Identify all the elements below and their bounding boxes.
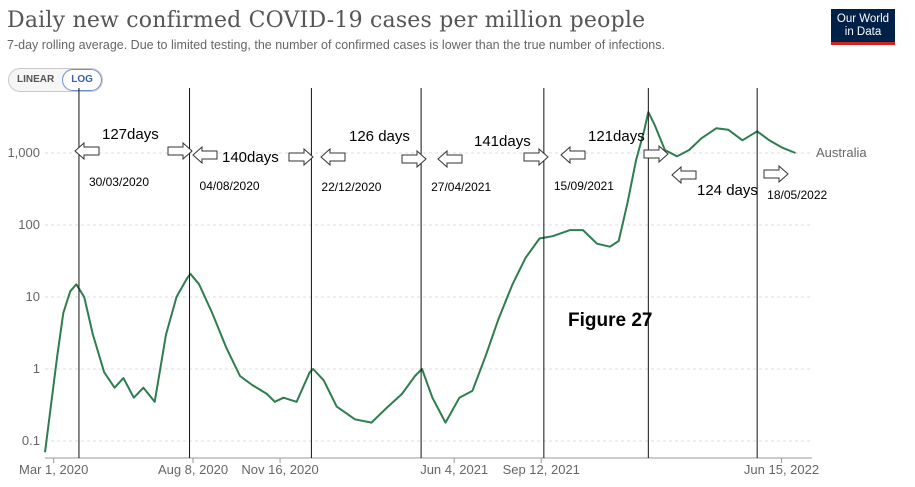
y-tick-label: 100 <box>18 217 40 232</box>
x-tick-label: Sep 12, 2021 <box>503 462 580 477</box>
interval-label: 121days <box>588 128 645 145</box>
arrow-right-icon <box>523 147 549 167</box>
arrow-right-icon <box>288 147 314 167</box>
interval-arrows <box>74 141 789 185</box>
y-tick-label: 10 <box>26 289 40 304</box>
arrow-left-icon <box>671 165 697 185</box>
marker-date-label: 04/08/2020 <box>200 179 260 193</box>
marker-date-label: 22/12/2020 <box>321 180 381 194</box>
arrow-right-icon <box>643 144 669 164</box>
x-axis: Mar 1, 2020 Aug 8, 2020 Nov 16, 2020 Jun 4,… <box>19 457 819 477</box>
series-label-australia: Australia <box>816 145 867 160</box>
logo-line-2: in Data <box>844 26 882 38</box>
arrow-left-icon <box>74 141 100 161</box>
interval-label: 140days <box>222 149 279 166</box>
chart-subtitle: 7-day rolling average. Due to limited te… <box>7 38 665 52</box>
chart-title: Daily new confirmed COVID-19 cases per m… <box>7 8 646 33</box>
arrow-right-icon <box>401 149 427 169</box>
scale-toggle[interactable]: LINEAR LOG <box>8 68 103 92</box>
x-tick-label: Nov 16, 2020 <box>241 462 318 477</box>
arrow-right-icon <box>763 164 789 184</box>
interval-label: 124 days <box>697 182 758 199</box>
linear-scale-option[interactable]: LINEAR <box>17 74 55 85</box>
marker-date-label: 30/03/2020 <box>89 175 149 189</box>
log-scale-option[interactable]: LOG <box>62 69 102 91</box>
arrow-left-icon <box>437 149 463 169</box>
logo-line-1: Our World <box>836 13 890 25</box>
marker-date-label: 18/05/2022 <box>767 188 827 202</box>
annotation-labels: 30/03/2020 04/08/2020 22/12/2020 27/04/2021… <box>89 126 828 202</box>
arrow-right-icon <box>167 141 193 161</box>
figure-label: Figure 27 <box>568 310 652 331</box>
x-tick-label: Mar 1, 2020 <box>19 462 88 477</box>
interval-label: 126 days <box>349 128 410 145</box>
marker-lines <box>78 88 758 458</box>
arrow-left-icon <box>320 147 346 167</box>
series-line-australia <box>44 111 796 453</box>
arrow-left-icon <box>192 145 218 165</box>
y-axis: 0.1 1 10 100 1,000 <box>7 145 40 448</box>
y-tick-label: 0.1 <box>22 433 40 448</box>
x-tick-label: Jun 15, 2022 <box>744 462 819 477</box>
marker-date-label: 27/04/2021 <box>431 180 491 194</box>
owid-logo[interactable]: Our World in Data <box>831 9 895 45</box>
interval-label: 141days <box>474 133 531 150</box>
x-tick-label: Aug 8, 2020 <box>158 462 228 477</box>
interval-label: 127days <box>102 126 159 143</box>
arrow-left-icon <box>560 145 586 165</box>
marker-date-label: 15/09/2021 <box>554 179 614 193</box>
x-tick-label: Jun 4, 2021 <box>420 462 488 477</box>
y-tick-label: 1,000 <box>7 145 40 160</box>
y-tick-label: 1 <box>33 361 40 376</box>
